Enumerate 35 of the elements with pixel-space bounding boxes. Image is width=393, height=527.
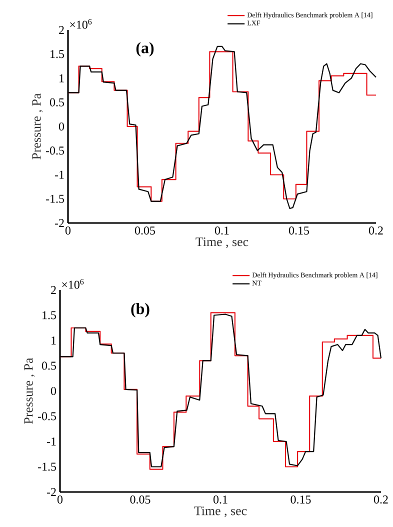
x-axis-title: Time , sec	[196, 237, 248, 248]
y-tick-label: 1	[60, 74, 64, 82]
y-tick-label: 1	[52, 336, 56, 344]
y-tick-label: 0	[50, 386, 56, 396]
y-tick-label: -0.5	[38, 412, 56, 420]
x-tick-label: 0.15	[288, 226, 309, 235]
y-axis-title: Pressure , Pa	[32, 93, 43, 160]
y-tick-label: 2	[59, 26, 64, 34]
text: ×10$^{6}$	[70, 19, 92, 29]
x-tick-label: 0	[65, 226, 71, 235]
x-tick-label: 0.2	[368, 226, 383, 235]
x-tick-label: 0.05	[130, 496, 150, 504]
annotation: (b)	[131, 302, 150, 318]
y-tick-label: 1.5	[42, 311, 56, 320]
y-axis-title: Pressure , Pa	[24, 358, 35, 424]
x-tick-label: 0.1	[213, 496, 228, 504]
text: ×10$^{6}$	[62, 279, 84, 289]
x-tick-label: 0.05	[134, 226, 155, 235]
y-tick-label: -0.5	[46, 146, 64, 155]
y-tick-label: -1	[46, 438, 56, 446]
annotation: (a)	[136, 42, 154, 57]
y-tick-label: -1.5	[46, 194, 64, 203]
y-tick-label: 0.5	[50, 98, 64, 106]
x-axis-title: Time , sec	[194, 506, 247, 518]
y-tick-label: 1.5	[50, 50, 64, 58]
y-tick-label: -2	[46, 488, 56, 496]
y-tick-label: -1	[54, 170, 64, 179]
y-tick-label: -2	[54, 219, 64, 227]
y-tick-label: -1.5	[38, 462, 56, 471]
x-tick-label: 0.2	[374, 496, 388, 504]
x-tick-label: 0.1	[214, 226, 229, 235]
y-tick-label: 0	[58, 122, 64, 131]
x-tick-label: 0.15	[290, 496, 311, 504]
y-tick-label: 2	[51, 286, 56, 294]
y-tick-label: 0.5	[42, 362, 56, 370]
